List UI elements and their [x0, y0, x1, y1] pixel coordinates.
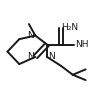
Text: N: N [48, 52, 55, 61]
Text: N: N [27, 31, 33, 40]
Text: H₂N: H₂N [61, 23, 78, 32]
Text: N: N [27, 52, 33, 61]
Text: NH: NH [75, 40, 89, 49]
